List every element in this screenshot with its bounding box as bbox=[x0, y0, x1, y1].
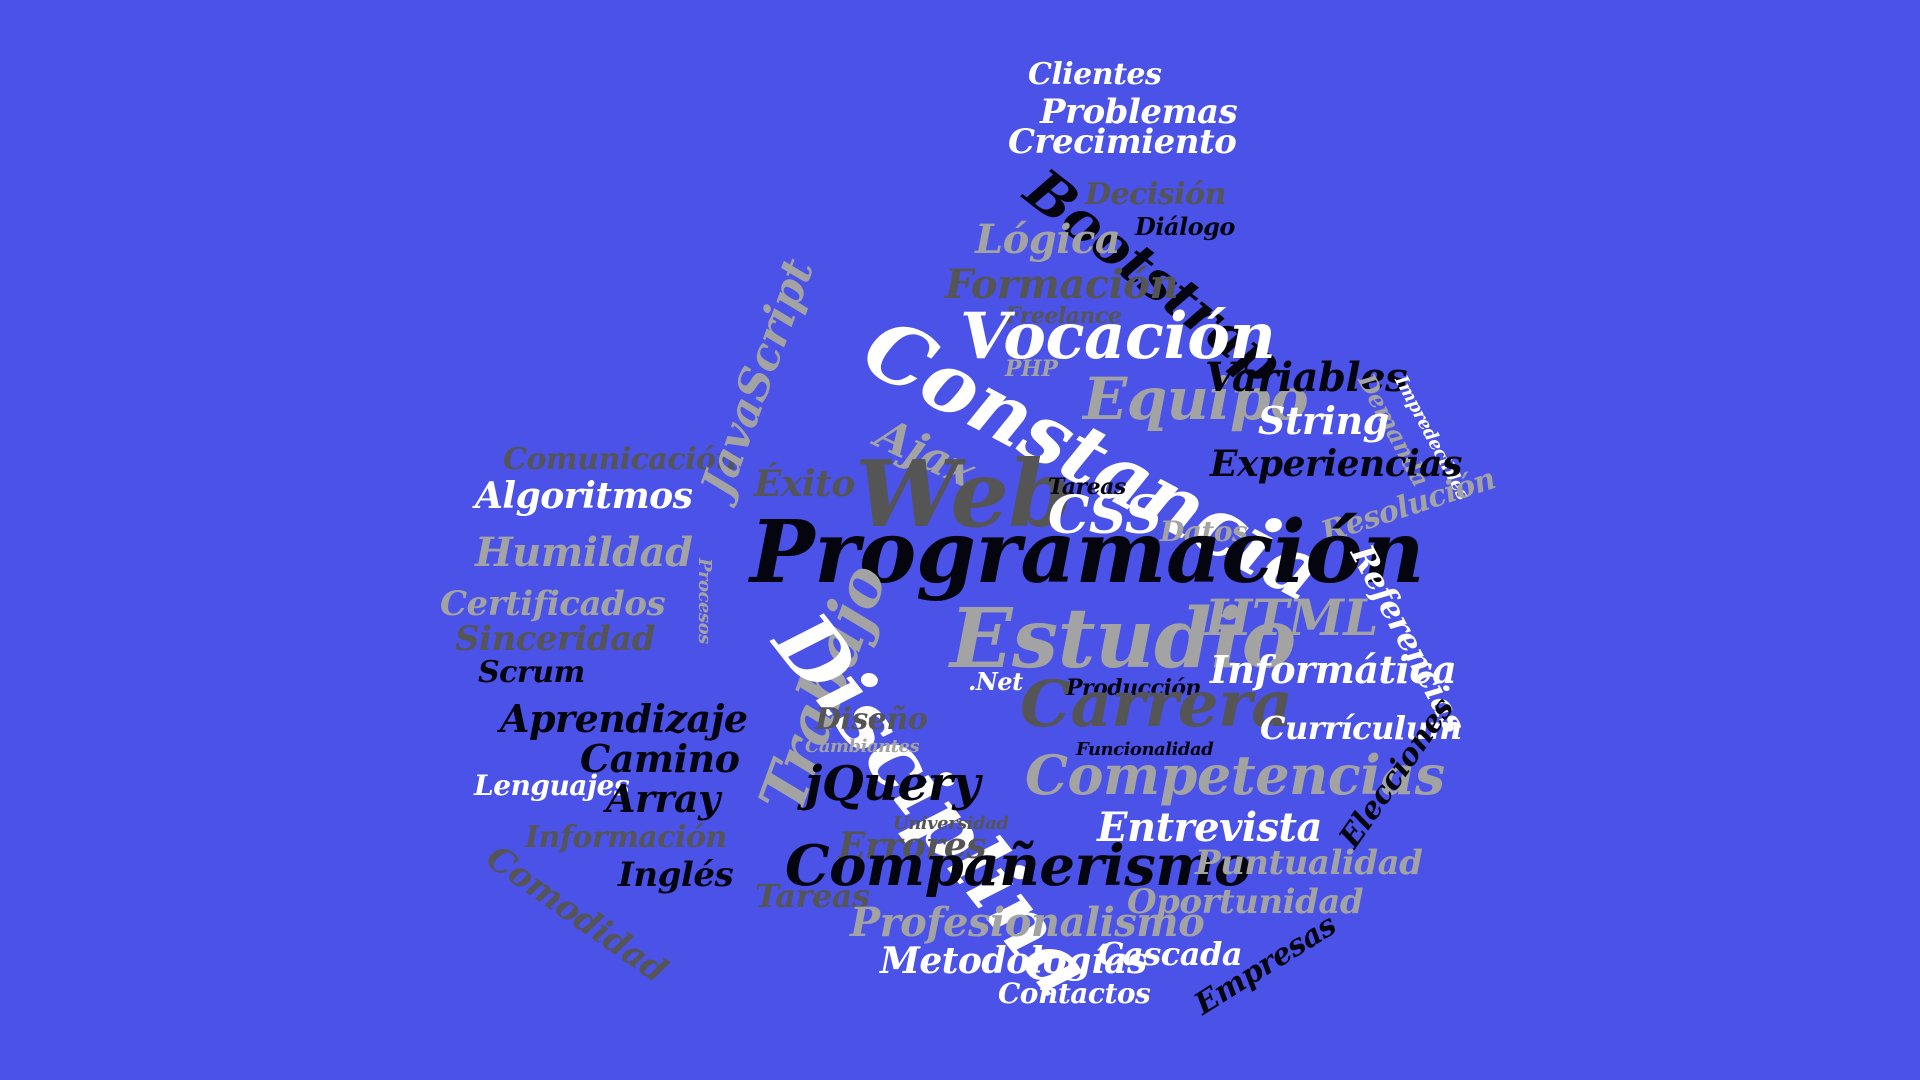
word-php: PHP bbox=[1005, 356, 1058, 382]
word-universidad: Universidad bbox=[893, 813, 1009, 834]
word-html: HTML bbox=[1205, 588, 1378, 647]
word-exito: Éxito bbox=[754, 463, 855, 505]
word-net: .Net bbox=[968, 667, 1023, 696]
word-comunicacion: Comunicación bbox=[503, 442, 737, 477]
word-sinceridad: Sinceridad bbox=[455, 619, 655, 659]
word-estudio: Estudio bbox=[950, 591, 1296, 687]
word-profesionalismo: Profesionalismo bbox=[850, 899, 1205, 946]
word-css: CSS bbox=[1048, 485, 1162, 546]
word-problemas: Problemas bbox=[1040, 92, 1238, 132]
word-funcionalidad: Funcionalidad bbox=[1076, 739, 1214, 760]
word-metodologias: Metodologías bbox=[880, 940, 1147, 982]
word-aprendizaje: Aprendizaje bbox=[500, 696, 748, 741]
word-produccion: Producción bbox=[1066, 675, 1202, 701]
word-tareas: Tareas bbox=[1048, 474, 1126, 500]
word-programacion: Programación bbox=[750, 502, 1425, 603]
word-scrum: Scrum bbox=[478, 655, 585, 690]
word-experiencias: Experiencias bbox=[1210, 443, 1462, 485]
word-companerismo: Compañerismo bbox=[785, 833, 1251, 899]
word-ingles: Inglés bbox=[618, 855, 734, 895]
word-algoritmos: Algoritmos bbox=[475, 475, 693, 517]
word-web: Web bbox=[855, 440, 1073, 548]
word-procesos: Procesos bbox=[694, 558, 715, 644]
word-diseno: Diseño bbox=[815, 702, 928, 737]
word-carrera: Carrera bbox=[1020, 667, 1293, 742]
word-puntualidad: Puntualidad bbox=[1195, 843, 1423, 883]
word-datos: Datos bbox=[1160, 515, 1248, 548]
word-variables: Variables bbox=[1205, 354, 1408, 401]
word-competencias: Competencias bbox=[1025, 743, 1445, 807]
word-freelance: Freelance bbox=[1005, 303, 1122, 329]
word-errores: Errores bbox=[838, 825, 987, 867]
word-contactos: Contactos bbox=[998, 977, 1151, 1010]
word-equipo: Equipo bbox=[1083, 365, 1309, 433]
word-dialogo: Diálogo bbox=[1135, 212, 1235, 241]
word-informacion: Información bbox=[525, 820, 727, 855]
word-formacion: Formación bbox=[945, 261, 1179, 308]
word-humildad: Humildad bbox=[475, 529, 693, 576]
word-clientes: Clientes bbox=[1028, 57, 1162, 92]
word-decision: Decisión bbox=[1085, 177, 1226, 212]
word-lenguajes: Lenguajes bbox=[474, 769, 630, 802]
word-camino: Camino bbox=[580, 736, 740, 781]
word-tareas: Tareas bbox=[755, 877, 870, 915]
word-curriculum: Currículum bbox=[1260, 709, 1462, 747]
word-string: String bbox=[1258, 398, 1389, 443]
word-cambiantes: Cambiantes bbox=[805, 736, 920, 757]
word-jquery: jQuery bbox=[805, 756, 980, 812]
word-certificados: Certificados bbox=[440, 584, 666, 624]
word-cascada: Cascada bbox=[1098, 935, 1243, 973]
word-informatica: Informática bbox=[1210, 647, 1457, 692]
word-vocacion: Vocación bbox=[960, 299, 1276, 374]
word-entrevista: Entrevista bbox=[1097, 804, 1322, 851]
word-crecimiento: Crecimiento bbox=[1008, 122, 1237, 162]
word-oportunidad: Oportunidad bbox=[1127, 882, 1364, 922]
word-logica: Lógica bbox=[975, 216, 1121, 263]
word-array: Array bbox=[606, 776, 720, 821]
